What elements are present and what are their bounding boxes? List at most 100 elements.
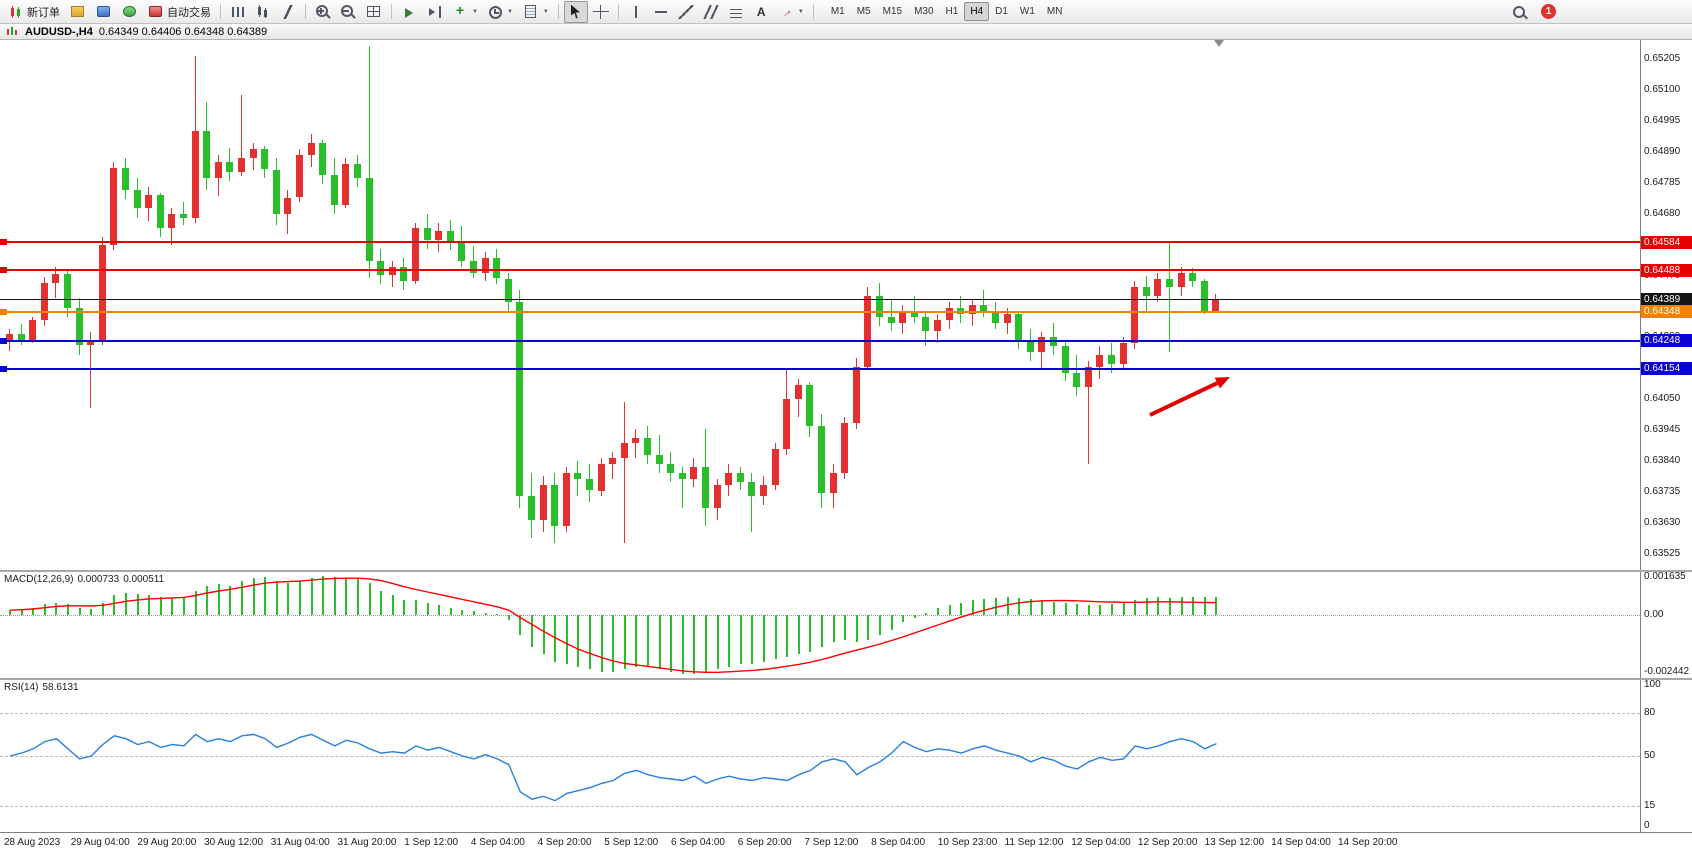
templates-button[interactable]: ▼ [518, 1, 553, 23]
price-axis[interactable]: 0.65205 0.65100 0.64995 0.64890 0.64785 0.646… [1640, 40, 1692, 570]
time-axis-label: 31 Aug 04:00 [270, 837, 330, 848]
macd-indicator-pane[interactable]: MACD(12,26,9) 0.000733 0.000511 [0, 572, 1640, 678]
candle-body [736, 472, 744, 482]
equidistant-channel-icon [702, 4, 719, 19]
horizontal-line-object[interactable] [0, 269, 1640, 272]
time-axis-label: 14 Sep 20:00 [1338, 837, 1398, 848]
macd-histogram-bar [519, 615, 522, 635]
macd-histogram-bar [171, 597, 174, 616]
timeframe-w1-button[interactable]: W1 [1019, 6, 1035, 17]
price-axis-label: 0.63735 [1644, 486, 1681, 497]
zoom-in-button[interactable] [311, 1, 335, 23]
horizontal-line-object[interactable] [0, 310, 1640, 313]
candle-wick [1087, 360, 1089, 464]
candle-body [284, 197, 292, 214]
notification-badge[interactable]: 1 [1541, 4, 1556, 19]
macd-histogram-bar [542, 615, 545, 655]
cursor-button[interactable] [563, 0, 588, 23]
zoom-out-button[interactable] [336, 1, 360, 23]
new-order-button[interactable]: 新订单 [4, 1, 64, 23]
timeframe-toolbar: M1 M5 M15 M30 H1 H4 D1 W1 MN [825, 2, 1069, 21]
timeframe-h4-button[interactable]: H4 [964, 2, 990, 21]
price-axis-label: 0.63945 [1644, 424, 1681, 436]
timeframe-d1-button[interactable]: D1 [995, 6, 1008, 17]
profiles-button[interactable] [65, 1, 90, 23]
rsi-level-line [0, 756, 1640, 757]
candle-body [423, 228, 431, 241]
vertical-line-button[interactable] [624, 1, 648, 23]
macd-histogram-bar [78, 607, 81, 616]
rsi-value: 58.6131 [42, 682, 79, 693]
candle-body [945, 307, 953, 320]
vertical-line-icon [627, 4, 644, 19]
time-axis-label: 4 Sep 04:00 [470, 837, 525, 848]
candle-body [968, 305, 976, 314]
macd-histogram-bar [867, 615, 870, 640]
timeframe-mn-button[interactable]: MN [1046, 6, 1063, 17]
horizontal-line-object[interactable] [0, 339, 1640, 342]
macd-histogram-bar [136, 594, 139, 616]
macd-axis-label: 0.00 [1644, 609, 1664, 621]
indicators-button[interactable]: ▼ [448, 1, 482, 23]
auto-trading-button[interactable]: 自动交易 [143, 1, 215, 23]
equidistant-channel-button[interactable] [699, 1, 723, 23]
macd-histogram-bar [681, 615, 684, 675]
macd-histogram-bar [1006, 597, 1009, 616]
auto-scroll-button[interactable] [397, 1, 422, 23]
macd-histogram-bar [960, 602, 963, 616]
macd-histogram-bar [844, 615, 847, 640]
line-chart-button[interactable] [276, 1, 300, 23]
toolbar-separator [557, 4, 559, 19]
pane-separator[interactable] [0, 678, 1692, 680]
horizontal-line-object[interactable] [0, 367, 1640, 370]
chart-title-bar[interactable]: AUDUSD-,H4 0.64349 0.64406 0.64348 0.643… [0, 24, 1692, 40]
rsi-axis[interactable]: 100 80 50 15 0 [1640, 680, 1692, 832]
arrows-button[interactable]: ▼ [774, 1, 808, 23]
candle-body [1073, 372, 1081, 388]
candle-body [1200, 281, 1208, 311]
timeframe-m15-button[interactable]: M15 [882, 6, 903, 17]
time-axis-label: 12 Sep 04:00 [1071, 837, 1131, 848]
macd-zero-line [0, 615, 1640, 617]
candle-wick [751, 472, 753, 532]
timeframe-m1-button[interactable]: M1 [830, 6, 845, 17]
periods-button[interactable]: ▼ [483, 1, 517, 23]
macd-histogram-bar [1099, 604, 1102, 616]
candle-wick [681, 466, 683, 509]
search-button[interactable] [1507, 1, 1531, 23]
macd-axis[interactable]: 0.001635 0.00 -0.002442 [1640, 572, 1692, 678]
candle-body [899, 310, 907, 323]
time-axis[interactable]: 28 Aug 2023 29 Aug 04:00 29 Aug 20:00 30 Au… [0, 832, 1692, 855]
sound-alert-button[interactable] [117, 1, 142, 23]
market-watch-button[interactable] [91, 1, 116, 23]
timeframe-m5-button[interactable]: M5 [856, 6, 871, 17]
crosshair-button[interactable] [589, 1, 613, 23]
bid-price-line[interactable] [0, 298, 1640, 300]
macd-histogram-bar [1064, 602, 1067, 616]
macd-histogram-bar [391, 595, 394, 616]
price-chart-pane[interactable] [0, 40, 1640, 570]
chart-shift-button[interactable] [423, 1, 447, 23]
horizontal-line-button[interactable] [649, 1, 673, 23]
candlestick-chart-button[interactable] [251, 1, 275, 23]
timeframe-m30-button[interactable]: M30 [914, 6, 934, 17]
bar-chart-button[interactable] [226, 1, 250, 23]
timeframe-h1-button[interactable]: H1 [945, 6, 959, 17]
candle-body [470, 260, 477, 273]
macd-histogram-bar [658, 615, 661, 670]
text-button[interactable] [749, 1, 773, 23]
candle-body [910, 310, 918, 317]
horizontal-line-object[interactable] [0, 241, 1640, 243]
macd-histogram-bar [310, 578, 313, 616]
pane-separator[interactable] [0, 570, 1692, 572]
macd-histogram-bar [241, 580, 243, 616]
candle-body [458, 243, 466, 261]
tile-windows-button[interactable] [361, 1, 386, 23]
fibonacci-button[interactable] [724, 1, 748, 23]
macd-histogram-bar [438, 605, 441, 616]
rsi-indicator-pane[interactable]: RSI(14) 58.6131 [0, 680, 1640, 832]
chart-shift-marker[interactable] [1214, 40, 1224, 47]
candle-body [876, 296, 883, 317]
trendline-button[interactable] [674, 1, 698, 23]
